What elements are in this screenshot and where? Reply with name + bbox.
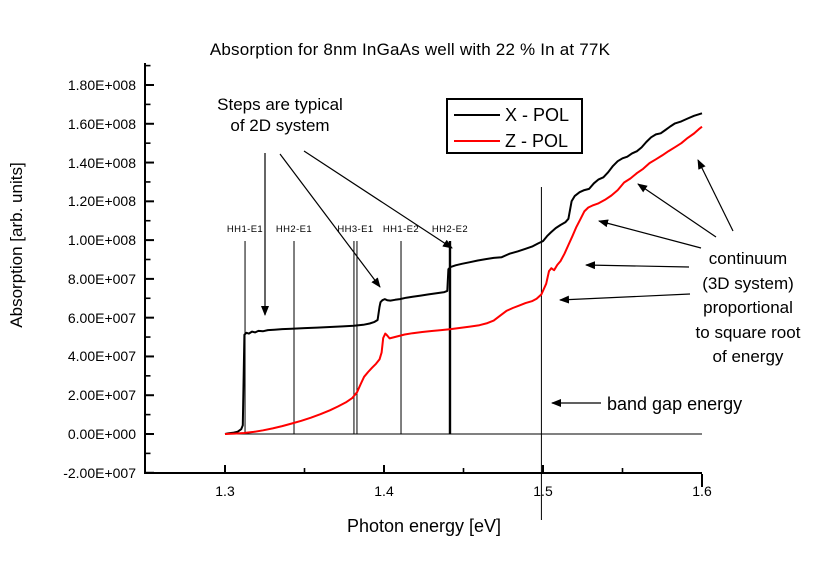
- y-tick-label: -2.00E+007: [63, 464, 136, 481]
- legend-line-z-pol: [454, 140, 500, 142]
- legend-entry-x-pol: X - POL: [448, 102, 581, 128]
- annotation-band-gap: band gap energy: [607, 394, 743, 414]
- chart-title: Absorption for 8nm InGaAs well with 22 %…: [209, 40, 611, 59]
- y-tick-label: 2.00E+007: [67, 387, 136, 404]
- legend: X - POL Z - POL: [446, 98, 583, 154]
- axes: [144, 63, 703, 487]
- y-tick-label: 1.80E+008: [67, 76, 136, 93]
- y-tick-label: 1.60E+008: [67, 115, 136, 132]
- x-tick-label: 1.4: [374, 483, 394, 499]
- x-tick-label: 1.5: [533, 483, 553, 499]
- x-tick-label: 1.3: [215, 483, 235, 499]
- y-axis-title: Absorption [arb. units]: [7, 162, 26, 328]
- legend-entry-z-pol: Z - POL: [448, 128, 581, 154]
- annotation-continuum-3d: continuum (3D system) proportional to sq…: [695, 249, 801, 366]
- transition-label-hh3-e1: HH3-E1: [337, 224, 374, 235]
- transition-label-hh2-e1: HH2-E1: [275, 224, 313, 235]
- y-tick-label: 1.40E+008: [67, 154, 136, 171]
- legend-label-z-pol: Z - POL: [505, 130, 569, 151]
- y-tick-label: 1.00E+008: [67, 232, 136, 249]
- y-tick-label: 4.00E+007: [67, 348, 136, 365]
- y-tick-label: 0.00E+000: [67, 426, 136, 442]
- arrow-continuum-arrow-5: [559, 293, 691, 304]
- annotation-steps-2d: Steps are typical of 2D system: [217, 95, 343, 135]
- arrow-continuum-arrow-3: [598, 219, 702, 249]
- legend-line-x-pol: [454, 114, 500, 116]
- arrow-steps-to-hh3-step: [279, 153, 381, 288]
- transition-label-hh1-e2: HH1-E2: [382, 224, 420, 235]
- x-tick-label: 1.6: [692, 483, 712, 499]
- legend-label-x-pol: X - POL: [505, 104, 570, 125]
- curve-xpol: [224, 112, 703, 435]
- arrow-continuum-arrow-4: [585, 261, 690, 270]
- x-axis-title: Photon energy [eV]: [346, 516, 502, 536]
- transition-label-hh2-e2: HH2-E2: [431, 224, 469, 235]
- arrow-steps-to-hh2e2-step: [303, 150, 453, 249]
- transition-lines: [244, 241, 452, 434]
- arrow-continuum-arrow-2: [637, 183, 717, 238]
- y-tick-label: 6.00E+007: [67, 309, 136, 326]
- annotation-arrows: [261, 150, 734, 407]
- transition-label-hh1-e1: HH1-E1: [226, 224, 264, 235]
- y-tick-label: 8.00E+007: [67, 270, 136, 287]
- curve-zpol: [224, 125, 703, 435]
- y-tick-label: 1.20E+008: [67, 193, 136, 210]
- arrow-continuum-arrow-1: [697, 159, 734, 232]
